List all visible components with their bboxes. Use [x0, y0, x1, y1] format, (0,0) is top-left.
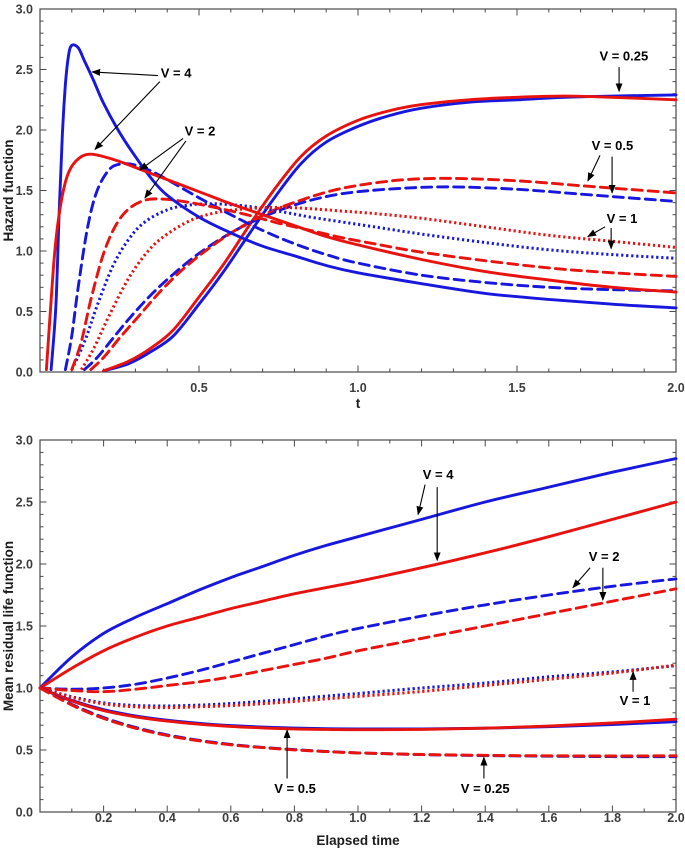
annotation-v-0.25: V = 0.25 — [599, 49, 648, 93]
y-tick-label: 0.5 — [16, 305, 33, 319]
annotation-arrow — [587, 155, 601, 182]
y-tick-label: 2.0 — [16, 124, 33, 138]
tick-labels: 0.2 0.4 0.6 0.8 1.0 1.2 1.4 1.6 1.8 2.0 0.0 0.5 1.0 1… — [16, 434, 685, 826]
hazard-function-figure: 0.5 1.0 1.5 2.0 0.0 0.5 1.0 1.5 2.0 2.5 3.0 t Hazard… — [1, 3, 685, 412]
ticks — [40, 440, 676, 812]
x-axis-label: Elapsed time — [316, 833, 400, 848]
series-red-V2-dashed — [70, 197, 678, 372]
annotation-arrow — [94, 81, 161, 151]
y-tick-label: 2.5 — [16, 63, 33, 77]
annotation-v-1: V = 1 — [587, 211, 638, 250]
series-red-V4-solid — [44, 152, 678, 372]
annotation-arrow — [139, 138, 184, 171]
annotation-text: V = 0.25 — [599, 49, 648, 64]
y-tick-label: 1.0 — [16, 682, 33, 696]
series-blue-V0.25-solid — [102, 93, 678, 373]
mean-residual-life-chart: 0.2 0.4 0.6 0.8 1.0 1.2 1.4 1.6 1.8 2.0 0.0 0.5 1.0 1… — [1, 434, 685, 849]
y-tick-label: 0.0 — [16, 366, 33, 380]
hazard-function-chart: 0.5 1.0 1.5 2.0 0.0 0.5 1.0 1.5 2.0 2.5 3.0 t Hazard… — [1, 3, 685, 412]
annotation-arrow — [572, 567, 591, 589]
x-tick-label: 0.4 — [159, 811, 176, 825]
annotation-arrow — [91, 68, 159, 77]
annotation-v-2: V = 2 — [139, 124, 216, 199]
annotation-arrow — [587, 226, 606, 237]
series-blue-V1-dotted — [39, 664, 677, 708]
series-red-V1-dotted — [80, 205, 677, 371]
annotation-v-4: V = 4 — [416, 467, 454, 562]
annotation-arrow — [144, 140, 187, 199]
y-tick-label: 0.0 — [16, 806, 33, 820]
x-tick-label: 0.5 — [190, 381, 207, 395]
x-tick-label: 1.6 — [540, 811, 557, 825]
ticks — [40, 9, 676, 372]
series-blue-V0.5-dashed — [83, 185, 678, 372]
series-curves — [44, 43, 678, 373]
series-red-V0.5-solid — [38, 686, 678, 732]
annotation-text: V = 1 — [620, 693, 651, 708]
x-tick-label: 1.0 — [349, 381, 366, 395]
y-tick-label: 1.0 — [16, 245, 33, 259]
y-tick-label: 0.5 — [16, 744, 33, 758]
annotation-arrow — [416, 484, 426, 516]
x-tick-label: 1.0 — [349, 811, 366, 825]
annotation-text: V = 4 — [423, 467, 454, 482]
y-axis-label: Mean residual life function — [1, 541, 16, 711]
x-tick-label: 1.4 — [477, 811, 494, 825]
annotation-text: V = 1 — [607, 211, 638, 226]
y-tick-label: 3.0 — [16, 3, 33, 17]
y-tick-label: 3.0 — [16, 434, 33, 448]
tick-labels: 0.5 1.0 1.5 2.0 0.0 0.5 1.0 1.5 2.0 2.5 3.0 — [16, 3, 685, 396]
series-blue-V0.25-dashed — [38, 686, 678, 759]
series-red-V4-solid — [38, 500, 678, 690]
annotation-text: V = 2 — [589, 549, 620, 564]
series-blue-V4-solid — [49, 43, 678, 372]
annotation-v-2: V = 2 — [572, 549, 620, 601]
series-blue-V2-dashed — [63, 162, 678, 372]
annotation-v-0.5: V = 0.5 — [274, 729, 316, 796]
y-tick-label: 1.5 — [16, 620, 33, 634]
y-tick-label: 1.5 — [16, 184, 33, 198]
series-red-V2-dashed — [38, 587, 678, 694]
x-tick-label: 1.2 — [413, 811, 430, 825]
series-red-V0.25-solid — [102, 94, 678, 373]
y-axis-label: Hazard function — [1, 139, 16, 241]
x-tick-label: 2.0 — [667, 381, 684, 395]
series-blue-V2-dashed — [38, 577, 678, 691]
annotation-v-1: V = 1 — [620, 670, 651, 708]
annotation-text: V = 4 — [161, 66, 192, 81]
series-blue-V4-solid — [38, 457, 678, 690]
annotation-text: V = 0.5 — [592, 138, 634, 153]
annotation-v-0.5: V = 0.5 — [587, 138, 634, 194]
x-axis-label: t — [356, 396, 361, 411]
mean-residual-life-figure: 0.2 0.4 0.6 0.8 1.0 1.2 1.4 1.6 1.8 2.0 0.0 0.5 1.0 1… — [0, 430, 685, 853]
series-curves — [38, 457, 678, 759]
x-tick-label: 0.6 — [222, 811, 239, 825]
series-red-V0.25-dashed — [38, 686, 678, 758]
x-tick-label: 1.8 — [604, 811, 621, 825]
x-tick-label: 0.8 — [286, 811, 303, 825]
y-tick-label: 2.0 — [16, 558, 33, 572]
series-red-V0.5-dashed — [89, 176, 678, 372]
annotation-text: V = 0.25 — [461, 781, 510, 796]
x-tick-label: 1.5 — [508, 381, 525, 395]
annotation-v-0.25: V = 0.25 — [461, 756, 510, 796]
x-tick-label: 0.2 — [95, 811, 112, 825]
x-tick-label: 2.0 — [667, 811, 684, 825]
y-tick-label: 2.5 — [16, 496, 33, 510]
annotation-text: V = 0.5 — [274, 781, 316, 796]
series-blue-V1-dotted — [70, 202, 677, 371]
annotation-text: V = 2 — [185, 124, 216, 139]
series-red-V1-dotted — [39, 663, 677, 710]
annotation-v-4: V = 4 — [91, 66, 192, 151]
